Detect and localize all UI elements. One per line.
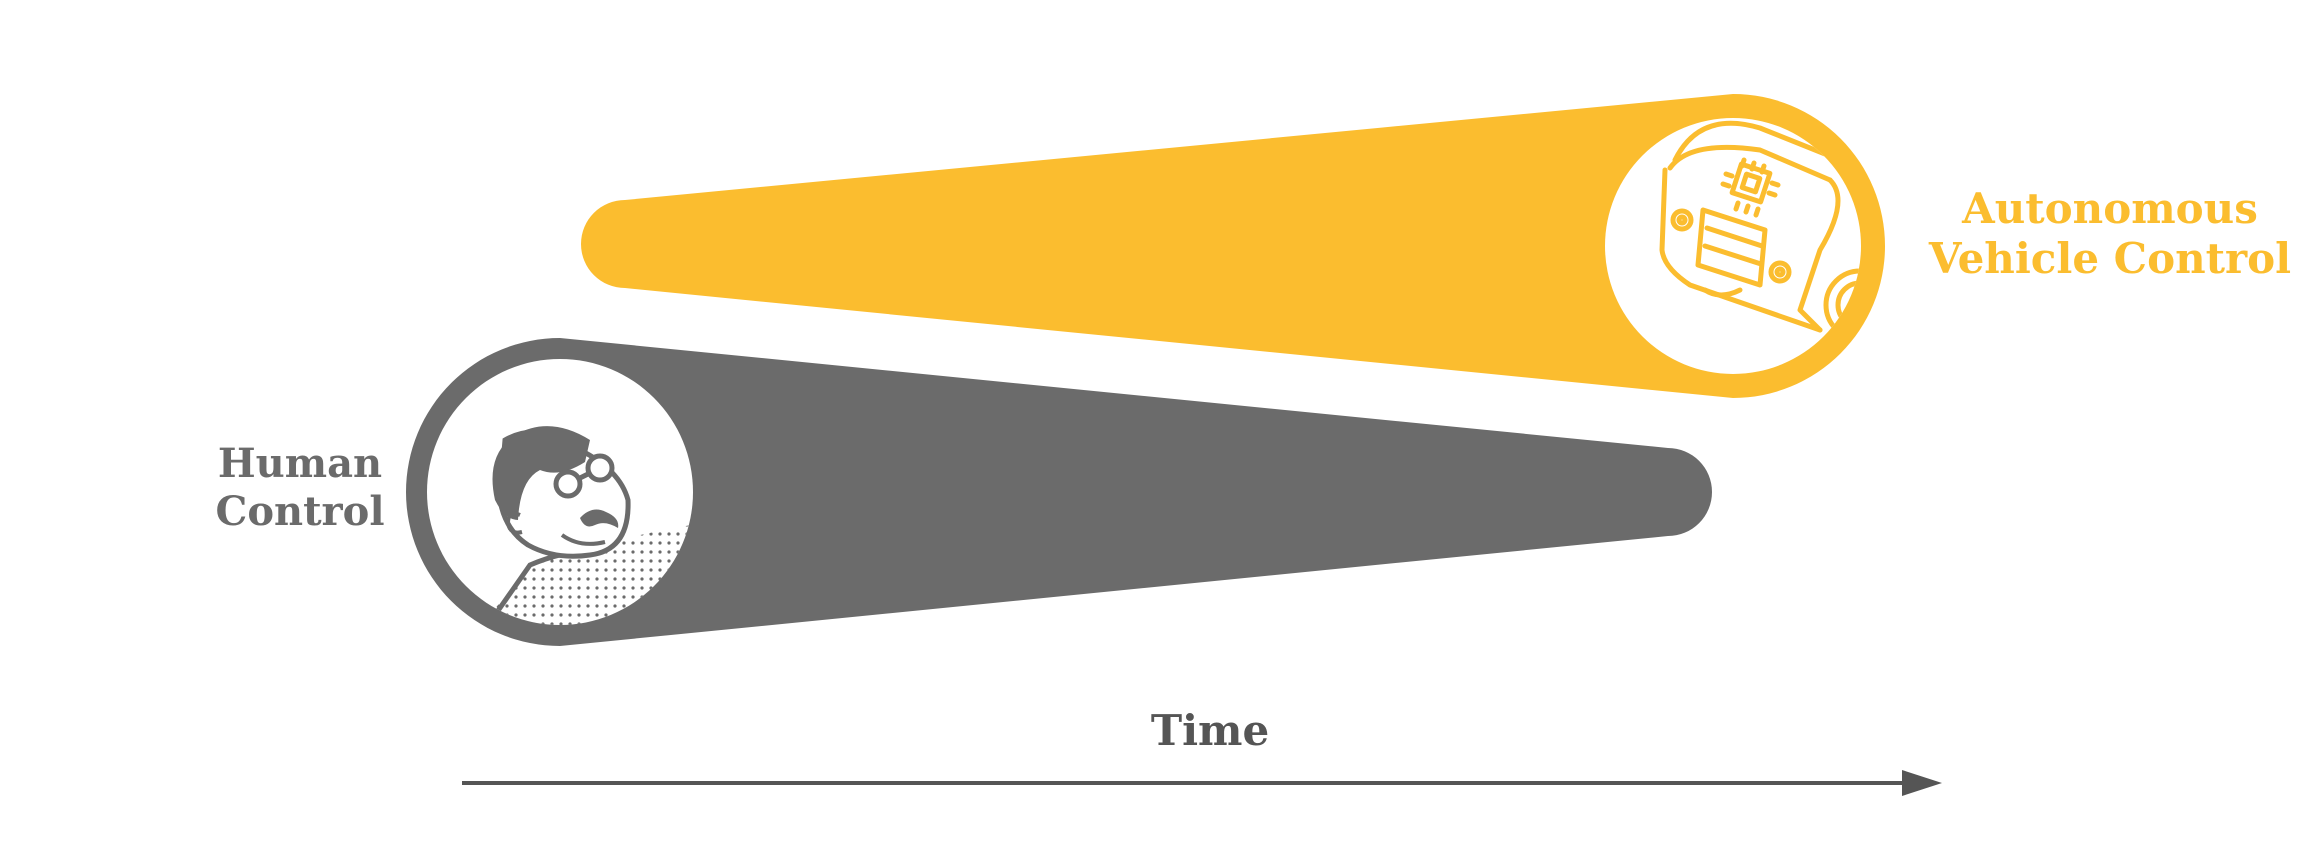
human-control-label-line-1: Human (217, 440, 383, 487)
autonomous-control-cone (581, 94, 1885, 398)
autonomous-control-label-line-2: Vehicle Control (1928, 234, 2292, 284)
human-control-label-line-2: Control (215, 488, 385, 535)
human-control-cone (406, 338, 1712, 646)
autonomous-car-icon (1605, 118, 1861, 374)
autonomous-control-label-line-1: Autonomous (1962, 184, 2258, 233)
time-axis-label: Time (1150, 706, 1270, 755)
autonomous-control-label: Autonomous Vehicle Control (1880, 184, 2314, 285)
arrow-right-icon (462, 770, 1942, 796)
person-with-glasses-icon (427, 359, 693, 625)
human-control-label: Human Control (170, 440, 430, 536)
time-axis-arrowhead (1902, 770, 1942, 796)
